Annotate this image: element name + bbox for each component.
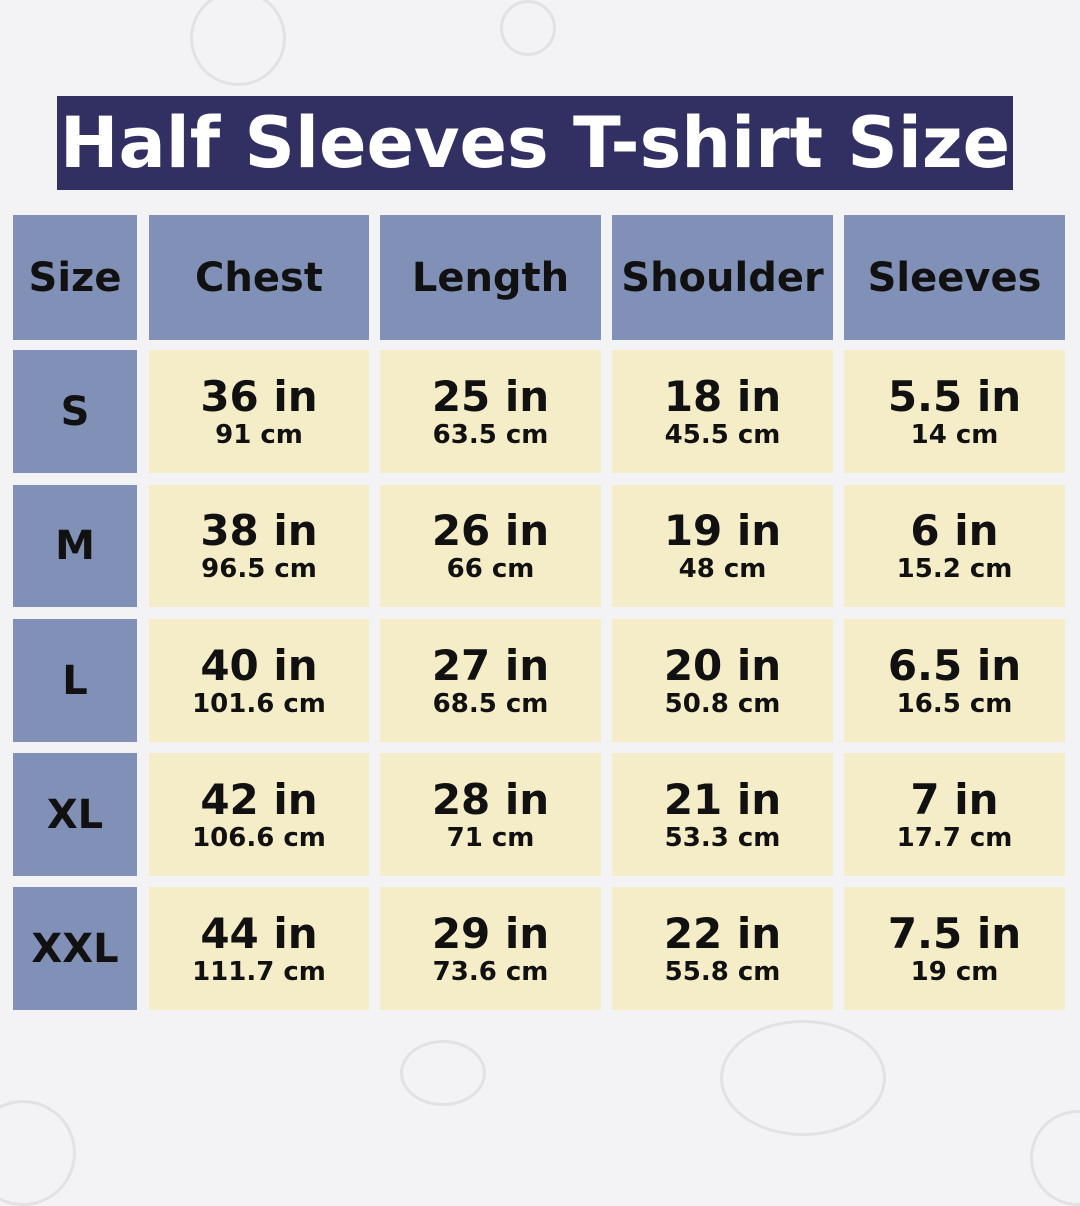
centimeters-value: 48 cm [678, 554, 767, 584]
inches-value: 28 in [431, 774, 550, 824]
inches-value: 18 in [663, 371, 782, 421]
size-label: XXL [13, 887, 137, 1010]
inches-value: 7.5 in [887, 908, 1022, 958]
column-header: Length [380, 215, 601, 340]
centimeters-value: 15.2 cm [896, 554, 1013, 584]
measurement-cell: 21 in 53.3 cm [612, 753, 833, 876]
yarn-ball-doodle [1030, 1110, 1080, 1206]
measurement-cell: 29 in 73.6 cm [380, 887, 601, 1010]
centimeters-value: 101.6 cm [192, 688, 326, 719]
size-label: XL [13, 753, 137, 876]
inches-value: 38 in [200, 506, 318, 555]
measurement-cell: 6.5 in 16.5 cm [844, 619, 1065, 742]
measurement-cell: 20 in 50.8 cm [612, 619, 833, 742]
centimeters-value: 96.5 cm [201, 554, 317, 584]
centimeters-value: 63.5 cm [432, 419, 549, 450]
inches-value: 44 in [200, 908, 318, 958]
measurement-cell: 42 in 106.6 cm [149, 753, 369, 876]
inches-value: 42 in [200, 774, 318, 824]
centimeters-value: 45.5 cm [664, 419, 781, 450]
inches-value: 27 in [431, 640, 550, 690]
heart-doodle [400, 1040, 486, 1106]
centimeters-value: 66 cm [446, 554, 535, 584]
inches-value: 6 in [910, 506, 999, 555]
measurement-cell: 6 in 15.2 cm [844, 485, 1065, 607]
column-header: Sleeves [844, 215, 1065, 340]
centimeters-value: 14 cm [910, 419, 999, 450]
sheep-doodle [720, 1020, 886, 1136]
page-title: Half Sleeves T-shirt Size [57, 96, 1013, 190]
centimeters-value: 71 cm [446, 822, 535, 853]
button-doodle [500, 0, 556, 56]
measurement-cell: 44 in 111.7 cm [149, 887, 369, 1010]
inches-value: 29 in [431, 908, 550, 958]
centimeters-value: 19 cm [910, 956, 999, 987]
inches-value: 36 in [200, 371, 318, 421]
inches-value: 19 in [663, 506, 782, 555]
centimeters-value: 73.6 cm [432, 956, 549, 987]
centimeters-value: 106.6 cm [192, 822, 326, 853]
column-header: Shoulder [612, 215, 833, 340]
measurement-cell: 27 in 68.5 cm [380, 619, 601, 742]
centimeters-value: 17.7 cm [896, 822, 1013, 853]
centimeters-value: 111.7 cm [192, 956, 326, 987]
size-label: L [13, 619, 137, 742]
size-label: S [13, 350, 137, 473]
centimeters-value: 91 cm [215, 419, 303, 450]
inches-value: 25 in [431, 371, 550, 421]
measurement-cell: 25 in 63.5 cm [380, 350, 601, 473]
centimeters-value: 53.3 cm [664, 822, 781, 853]
measurement-cell: 28 in 71 cm [380, 753, 601, 876]
centimeters-value: 68.5 cm [432, 688, 549, 719]
inches-value: 20 in [663, 640, 782, 690]
column-header: Size [13, 215, 137, 340]
inches-value: 22 in [663, 908, 782, 958]
inches-value: 5.5 in [887, 371, 1022, 421]
measurement-cell: 40 in 101.6 cm [149, 619, 369, 742]
inches-value: 7 in [910, 774, 999, 824]
inches-value: 40 in [200, 640, 318, 690]
measurement-cell: 19 in 48 cm [612, 485, 833, 607]
inches-value: 26 in [431, 506, 550, 555]
measurement-cell: 18 in 45.5 cm [612, 350, 833, 473]
measurement-cell: 26 in 66 cm [380, 485, 601, 607]
measurement-cell: 38 in 96.5 cm [149, 485, 369, 607]
inches-value: 6.5 in [887, 640, 1022, 690]
measurement-cell: 5.5 in 14 cm [844, 350, 1065, 473]
yarn-ball-doodle [190, 0, 286, 86]
centimeters-value: 16.5 cm [896, 688, 1013, 719]
column-header: Chest [149, 215, 369, 340]
size-label: M [13, 485, 137, 607]
measurement-cell: 7.5 in 19 cm [844, 887, 1065, 1010]
inches-value: 21 in [663, 774, 782, 824]
measurement-cell: 22 in 55.8 cm [612, 887, 833, 1010]
centimeters-value: 55.8 cm [664, 956, 781, 987]
measurement-cell: 36 in 91 cm [149, 350, 369, 473]
yarn-ball-doodle [0, 1100, 76, 1206]
centimeters-value: 50.8 cm [664, 688, 781, 719]
measurement-cell: 7 in 17.7 cm [844, 753, 1065, 876]
